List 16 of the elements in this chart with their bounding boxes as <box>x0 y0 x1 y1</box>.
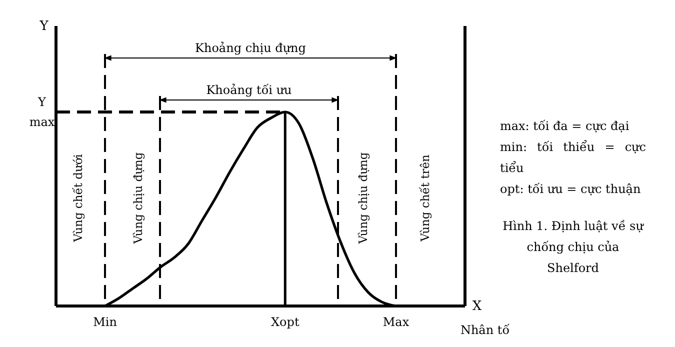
text: Khoảng tối ưu <box>206 83 292 97</box>
x-tick-label: Xopt <box>271 315 300 329</box>
x-tick-label: Min <box>93 315 118 329</box>
text: max: tối đa = cực đại <box>500 118 630 135</box>
ref-line-label: Y max <box>29 95 55 129</box>
x-tick-label: Max <box>382 315 410 329</box>
text: Vùng chết trên <box>418 154 432 242</box>
x-axis-title: X <box>472 299 482 314</box>
text: Vùng chết dưới <box>71 154 85 243</box>
annotation: Vùng chịu đựng <box>131 152 145 245</box>
text: Y <box>38 19 49 34</box>
text: Khoảng chịu đựng <box>195 41 306 55</box>
text: Nhân tố <box>460 323 510 337</box>
annotation: Vùng chịu đựng <box>356 152 370 245</box>
text: Hình 1. Định luật về sự chống chịu của Shelford <box>502 218 645 277</box>
text: opt: tối ưu = cực thuận <box>500 181 642 198</box>
